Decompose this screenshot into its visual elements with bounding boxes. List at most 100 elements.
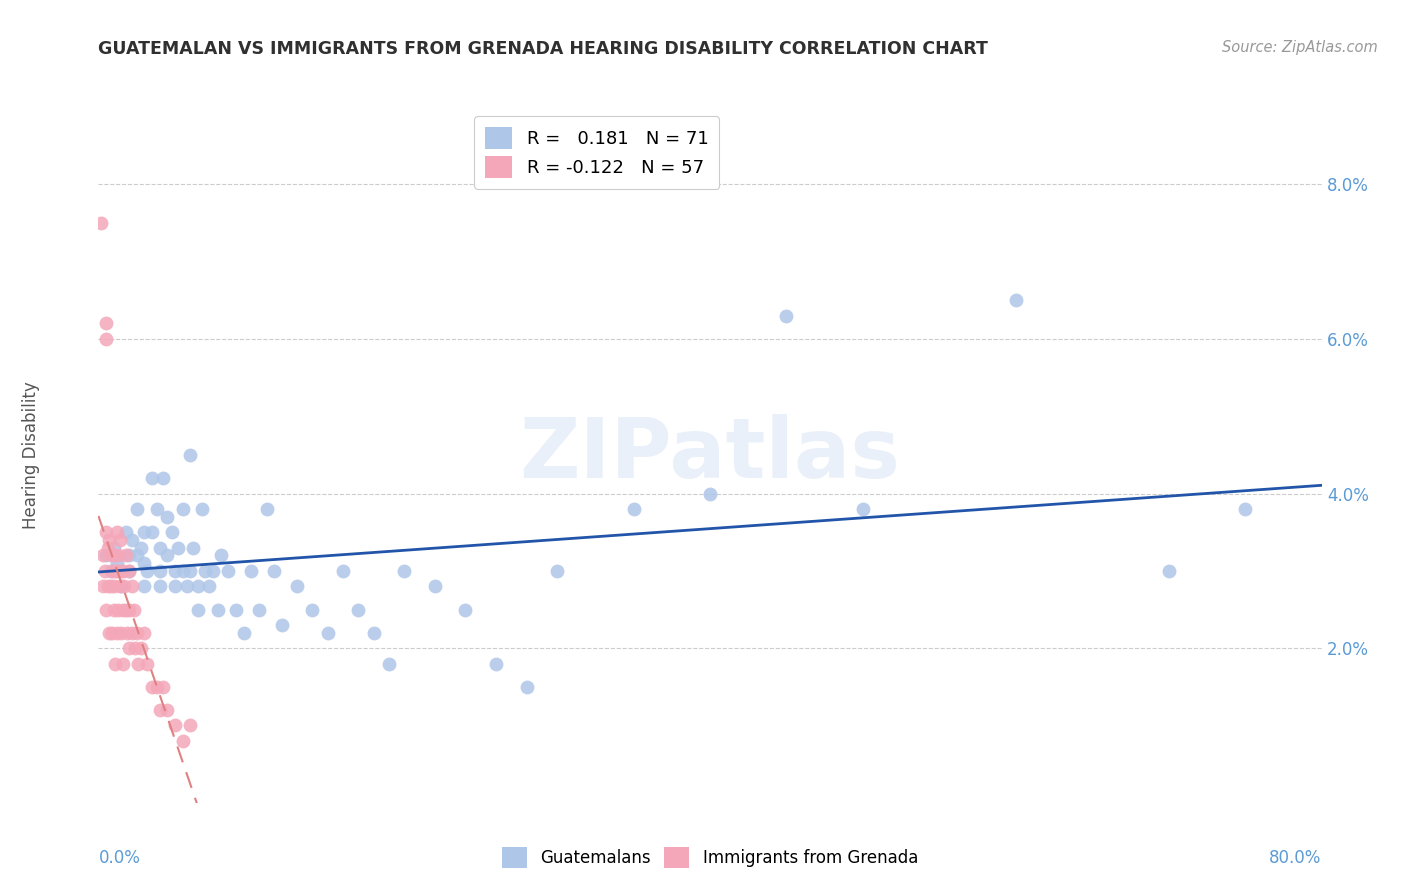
Point: [516, 680, 538, 694]
Point: [187, 579, 209, 593]
Point: [125, 625, 148, 640]
Point: [347, 602, 370, 616]
Point: [103, 549, 125, 563]
Point: [1004, 293, 1026, 308]
Point: [179, 718, 201, 732]
Point: [240, 564, 263, 578]
Point: [149, 541, 172, 555]
Point: [378, 657, 401, 671]
Point: [125, 502, 148, 516]
Point: [217, 564, 239, 578]
Point: [118, 564, 141, 578]
Point: [156, 703, 179, 717]
Point: [202, 564, 225, 578]
Point: [108, 533, 131, 547]
Point: [156, 509, 179, 524]
Point: [256, 502, 278, 516]
Point: [141, 525, 163, 540]
Point: [110, 564, 132, 578]
Point: [145, 680, 167, 694]
Point: [127, 657, 149, 671]
Point: [94, 525, 117, 540]
Point: [332, 564, 354, 578]
Text: 0.0%: 0.0%: [98, 849, 141, 867]
Point: [93, 564, 115, 578]
Point: [103, 602, 125, 616]
Text: GUATEMALAN VS IMMIGRANTS FROM GRENADA HEARING DISABILITY CORRELATION CHART: GUATEMALAN VS IMMIGRANTS FROM GRENADA HE…: [98, 40, 988, 58]
Point: [94, 317, 117, 331]
Point: [122, 602, 145, 616]
Point: [115, 602, 138, 616]
Point: [134, 525, 156, 540]
Point: [156, 549, 179, 563]
Point: [301, 602, 323, 616]
Point: [285, 579, 308, 593]
Point: [100, 564, 122, 578]
Point: [145, 502, 167, 516]
Point: [197, 579, 219, 593]
Point: [316, 625, 339, 640]
Point: [111, 657, 134, 671]
Point: [172, 564, 194, 578]
Point: [117, 625, 139, 640]
Point: [485, 657, 508, 671]
Point: [94, 332, 117, 346]
Point: [191, 502, 214, 516]
Point: [90, 216, 112, 230]
Point: [118, 641, 141, 656]
Point: [121, 533, 143, 547]
Point: [179, 564, 201, 578]
Point: [1157, 564, 1180, 578]
Point: [176, 579, 198, 593]
Point: [134, 556, 156, 570]
Point: [1234, 502, 1257, 516]
Point: [172, 502, 194, 516]
Point: [136, 657, 159, 671]
Point: [108, 579, 131, 593]
Point: [187, 602, 209, 616]
Point: [160, 525, 183, 540]
Point: [97, 541, 120, 555]
Point: [207, 602, 229, 616]
Point: [392, 564, 416, 578]
Point: [105, 556, 128, 570]
Point: [100, 579, 122, 593]
Point: [546, 564, 568, 578]
Point: [94, 549, 117, 563]
Text: ZIPatlas: ZIPatlas: [520, 415, 900, 495]
Text: Source: ZipAtlas.com: Source: ZipAtlas.com: [1222, 40, 1378, 55]
Point: [107, 602, 129, 616]
Point: [149, 703, 172, 717]
Point: [104, 564, 127, 578]
Point: [94, 602, 117, 616]
Point: [232, 625, 254, 640]
Point: [110, 625, 132, 640]
Point: [91, 549, 114, 563]
Point: [125, 549, 148, 563]
Point: [121, 625, 143, 640]
Point: [247, 602, 270, 616]
Point: [363, 625, 385, 640]
Point: [129, 541, 152, 555]
Point: [129, 641, 152, 656]
Point: [105, 525, 128, 540]
Point: [209, 549, 232, 563]
Point: [100, 549, 122, 563]
Point: [98, 533, 121, 547]
Point: [98, 625, 121, 640]
Point: [263, 564, 285, 578]
Point: [852, 502, 875, 516]
Point: [149, 564, 172, 578]
Point: [134, 625, 156, 640]
Point: [118, 549, 141, 563]
Point: [103, 541, 125, 555]
Point: [105, 625, 128, 640]
Point: [225, 602, 247, 616]
Point: [118, 564, 141, 578]
Point: [124, 641, 146, 656]
Text: Hearing Disability: Hearing Disability: [22, 381, 41, 529]
Point: [152, 680, 174, 694]
Point: [699, 486, 721, 500]
Legend: Guatemalans, Immigrants from Grenada: Guatemalans, Immigrants from Grenada: [495, 841, 925, 874]
Point: [181, 541, 204, 555]
